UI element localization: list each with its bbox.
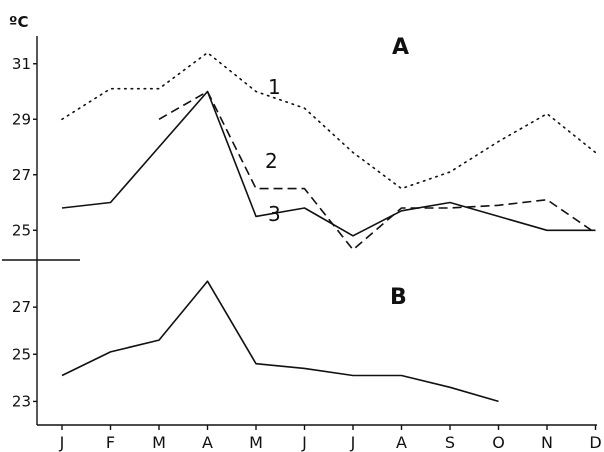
panel-label-b: B [390,285,407,310]
x-tick-label: J [59,433,65,452]
x-tick-label: F [106,433,115,452]
x-tick-label: M [249,433,263,452]
series-line-1 [61,51,597,190]
y-tick-label: 25 [12,221,31,239]
series-line-b0 [61,280,499,403]
x-tick-label: M [152,433,166,452]
series-line-2 [158,90,596,251]
x-tick-label: J [350,433,356,452]
panel-a: 25 27 29 31 1 2 3 [12,51,597,251]
series-label-2: 2 [265,149,278,173]
x-tick-label: N [541,433,553,452]
series-label-3: 3 [268,202,281,226]
y-tick-label: 29 [12,110,31,128]
x-tick-label: S [445,433,455,452]
y-tick-label: 27 [12,166,31,184]
y-tick-label: 25 [12,345,31,363]
x-tick-label: A [396,433,407,452]
panel-b: 23 25 27 [12,280,499,410]
x-tick-label: A [202,433,213,452]
y-tick-label: 27 [12,298,31,316]
panel-label-a: A [392,35,409,60]
x-tick-label: J [301,433,307,452]
y-tick-label: 23 [12,392,31,410]
series-label-1: 1 [268,75,281,99]
y-unit-label: ºC [9,13,28,31]
x-tick-label: D [589,433,601,452]
series-line-3 [61,90,596,237]
y-tick-label: 31 [12,55,31,73]
x-tick-label: O [492,433,505,452]
